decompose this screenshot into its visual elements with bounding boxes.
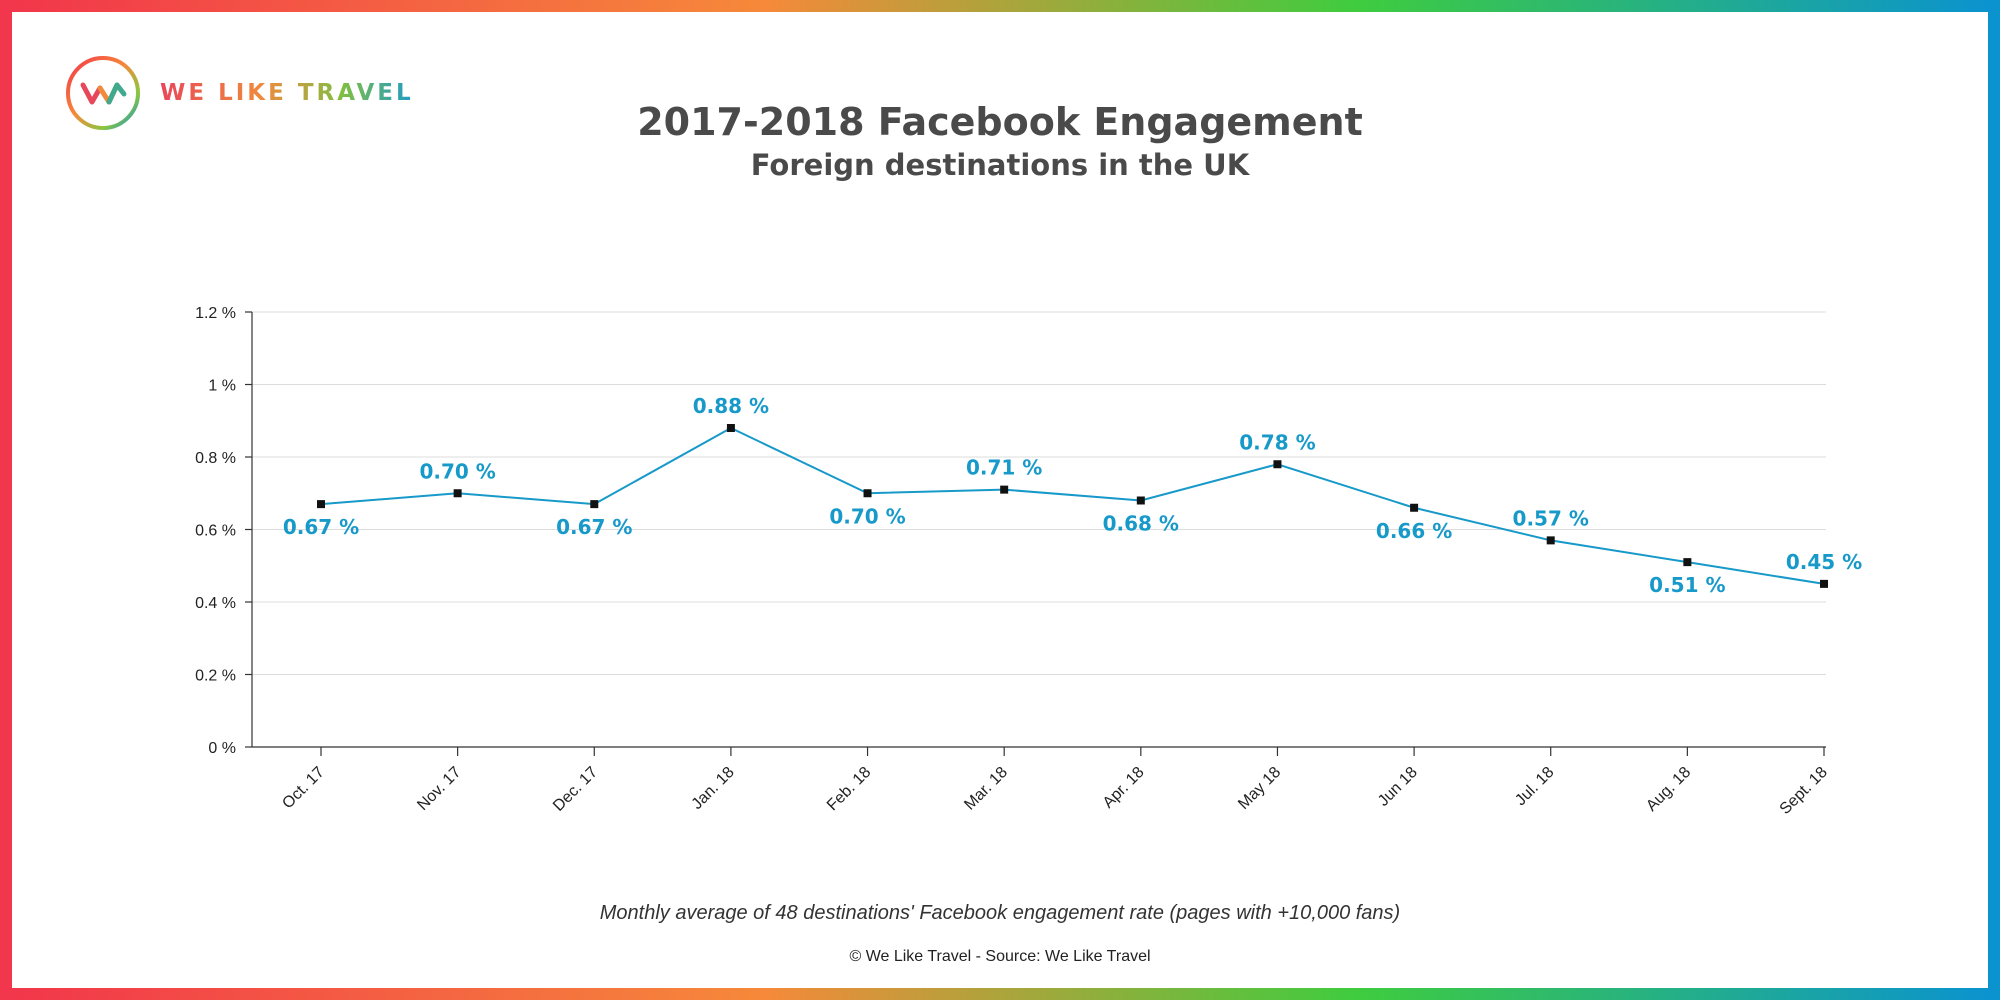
y-tick-label: 1.2 % [195,305,236,322]
x-tick-label: Mar. 18 [961,764,1011,814]
x-tick-label: Jul. 18 [1512,764,1557,809]
data-label: 0.70 % [829,504,905,528]
data-label: 0.71 % [966,456,1042,480]
y-tick-label: 0.2 % [195,668,236,685]
x-tick-label: Oct. 17 [279,764,328,813]
data-point [317,500,325,509]
data-point [590,500,599,509]
data-label: 0.51 % [1649,573,1725,597]
data-point [1410,503,1419,512]
data-label: 0.57 % [1513,506,1589,530]
data-label: 0.78 % [1239,430,1315,454]
x-tick-label: Aug. 18 [1643,764,1694,815]
x-tick-label: Feb. 18 [824,764,874,814]
y-tick-label: 0.4 % [195,595,236,612]
source-note: © We Like Travel - Source: We Like Trave… [849,948,1151,965]
data-point [863,489,872,498]
y-tick-label: 0.6 % [195,523,236,540]
data-label: 0.70 % [419,459,495,483]
data-label: 0.45 % [1786,550,1862,574]
x-tick-label: Sept. 18 [1777,764,1831,818]
data-point [726,424,735,432]
data-point [1136,496,1145,505]
x-tick-label: May 18 [1235,764,1284,813]
y-tick-label: 0.8 % [195,450,236,467]
data-label: 0.88 % [693,394,769,418]
data-point [1820,579,1828,588]
we-like-travel-logo-icon [66,56,140,130]
y-tick-label: 1 % [208,378,236,395]
data-label: 0.67 % [283,515,359,539]
series-line [320,426,1825,585]
data-label: 0.66 % [1376,519,1452,543]
x-tick-label: Jan. 18 [689,764,738,813]
chart-caption: Monthly average of 48 destinations' Face… [599,902,1401,924]
x-tick-label: Jun 18 [1375,764,1421,810]
brand-logo: WE LIKE TRAVEL [64,54,414,132]
data-point [1273,460,1282,469]
data-point [1546,536,1555,545]
data-label: 0.67 % [556,515,632,539]
x-tick-label: Apr. 18 [1100,764,1148,812]
chart-subtitle: Foreign destinations in the UK [750,148,1250,182]
data-point [1000,485,1009,494]
data-point [1683,558,1692,567]
brand-name: WE LIKE TRAVEL [160,80,414,106]
data-point [453,489,462,498]
data-label: 0.68 % [1103,512,1179,536]
x-tick-label: Nov. 17 [414,764,464,814]
y-tick-label: 0 % [208,740,236,757]
x-tick-label: Dec. 17 [550,764,601,815]
chart-title: 2017-2018 Facebook Engagement [637,100,1363,144]
